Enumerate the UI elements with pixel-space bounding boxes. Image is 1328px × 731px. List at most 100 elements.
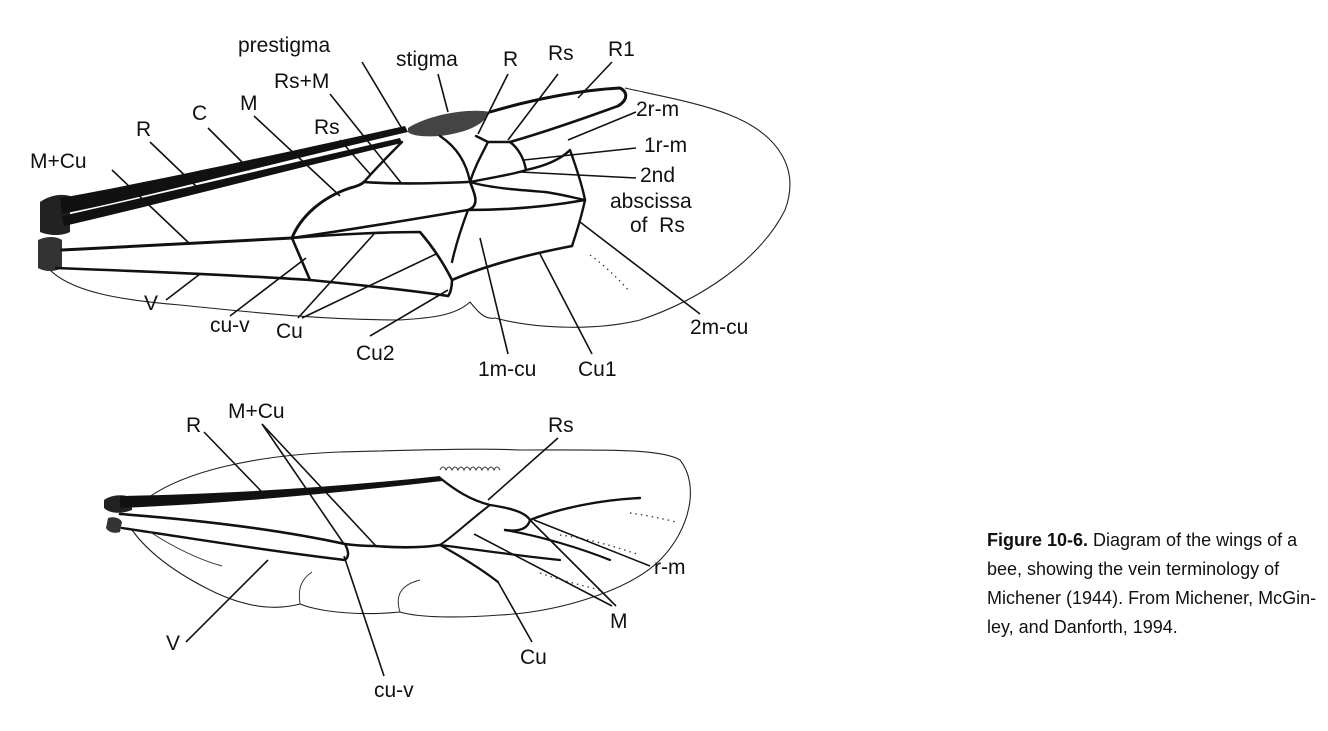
label-rs-top: Rs xyxy=(548,42,574,65)
hindwing-base-lower xyxy=(106,517,122,533)
label-cu-v: cu-v xyxy=(210,314,250,337)
leader-hind-cu xyxy=(497,581,533,643)
leader-hind-r-m xyxy=(533,519,651,567)
label-cu1: Cu1 xyxy=(578,358,617,381)
leader-2nd-abscissa xyxy=(519,171,637,179)
label-r-main: R xyxy=(136,118,151,141)
label-hind-v: V xyxy=(166,632,180,655)
leader-v xyxy=(165,273,201,301)
label-abscissa: abscissa xyxy=(610,190,692,213)
caption-label: Figure 10-6. xyxy=(987,530,1089,550)
leader-1m-cu xyxy=(479,237,509,355)
hindwing-fold xyxy=(298,571,421,613)
forewing-leaders xyxy=(111,61,701,355)
label-prestigma: prestigma xyxy=(238,34,331,57)
vein-m-basal xyxy=(290,180,366,240)
forewing-label-group: prestigma stigma R Rs R1 Rs+M M C R Rs M… xyxy=(30,34,748,381)
hindwing-jugal xyxy=(149,531,223,567)
label-2m-cu: 2m-cu xyxy=(690,316,748,339)
vein-m-cu xyxy=(60,236,294,252)
vein-hind-r xyxy=(120,476,442,508)
leader-cu1 xyxy=(539,253,593,355)
label-2nd: 2nd xyxy=(640,164,675,187)
leader-rs-m xyxy=(329,93,403,185)
label-r-small: R xyxy=(503,48,518,71)
vein-hind-anal xyxy=(120,526,350,562)
leader-2m-cu xyxy=(579,221,701,315)
vein-hind-m-cu xyxy=(118,512,442,549)
leader-hind-m-cu-a xyxy=(261,423,345,545)
hindwing-leaders xyxy=(185,423,651,677)
label-hind-r: R xyxy=(186,414,201,437)
label-hind-r-m: r-m xyxy=(654,556,685,579)
leader-prestigma xyxy=(361,61,405,133)
forewing-dotted-vein xyxy=(589,254,631,293)
label-c: C xyxy=(192,102,207,125)
vein-cells xyxy=(438,134,587,248)
leader-hind-cu-v xyxy=(343,555,385,677)
label-hind-m-cu: M+Cu xyxy=(228,400,285,423)
label-v: V xyxy=(144,292,158,315)
label-hind-m: M xyxy=(610,610,628,633)
leader-hind-m-cu-b xyxy=(261,423,377,547)
vein-hind-rs xyxy=(438,476,642,532)
stigma-shape xyxy=(408,110,490,137)
vein-hind-rm xyxy=(439,504,491,546)
vein-r1 xyxy=(488,86,628,114)
leader-r xyxy=(149,141,201,191)
forewing-base-lower xyxy=(38,237,62,271)
label-rs-m: Rs+M xyxy=(274,70,329,93)
label-hind-cu-v: cu-v xyxy=(374,679,414,702)
leader-hind-r xyxy=(203,431,263,493)
label-m: M xyxy=(240,92,258,115)
vein-1m-cu xyxy=(450,208,470,264)
hindwing-dotted-vein xyxy=(539,512,677,591)
hindwing-label-group: R M+Cu Rs r-m V cu-v Cu M xyxy=(166,400,685,702)
hindwing xyxy=(104,448,691,618)
vein-c xyxy=(60,126,408,214)
leader-hind-m-a xyxy=(473,533,613,607)
label-cu: Cu xyxy=(276,320,303,343)
vein-cu xyxy=(290,230,574,298)
vein-hind-cu xyxy=(438,543,500,584)
leader-cu-v xyxy=(229,257,307,317)
leader-rs-top xyxy=(507,73,559,141)
label-cu2: Cu2 xyxy=(356,342,395,365)
figure-caption: Figure 10-6. Diagram of the wings of a b… xyxy=(987,526,1317,642)
label-hind-rs: Rs xyxy=(548,414,574,437)
label-rs-mid: Rs xyxy=(314,116,340,139)
leader-2r-m xyxy=(567,111,637,141)
vein-anal xyxy=(54,266,450,298)
label-r1: R1 xyxy=(608,38,635,61)
leader-cu-b xyxy=(301,253,437,319)
forewing-outline xyxy=(47,87,791,328)
leader-r xyxy=(477,73,509,135)
leader-1r-m xyxy=(523,147,637,161)
leader-rs-mid xyxy=(339,139,371,175)
label-of-rs: of Rs xyxy=(630,214,685,237)
label-2r-m: 2r-m xyxy=(636,98,679,121)
vein-hind-m xyxy=(438,528,612,562)
hindwing-outline xyxy=(131,448,691,618)
caption-text: Diagram of the wings of a bee, showing t… xyxy=(987,530,1317,637)
leader-stigma xyxy=(437,73,449,113)
leader-hind-m-b xyxy=(529,519,617,607)
vein-m-distal xyxy=(290,180,587,240)
vein-rs-m xyxy=(362,180,470,185)
leader-hind-rs xyxy=(487,437,559,501)
label-hind-cu: Cu xyxy=(520,646,547,669)
leader-hind-v xyxy=(185,559,269,643)
label-stigma: stigma xyxy=(396,48,458,71)
label-1r-m: 1r-m xyxy=(644,134,687,157)
leader-m xyxy=(253,115,341,197)
leader-cu2 xyxy=(369,289,449,337)
leader-r1 xyxy=(577,61,613,99)
leader-cu-a xyxy=(297,233,375,319)
vein-rs-marginal xyxy=(508,104,620,144)
label-1m-cu: 1m-cu xyxy=(478,358,536,381)
label-m-cu: M+Cu xyxy=(30,150,87,173)
leader-m-cu xyxy=(111,169,191,245)
leader-c xyxy=(207,127,251,171)
